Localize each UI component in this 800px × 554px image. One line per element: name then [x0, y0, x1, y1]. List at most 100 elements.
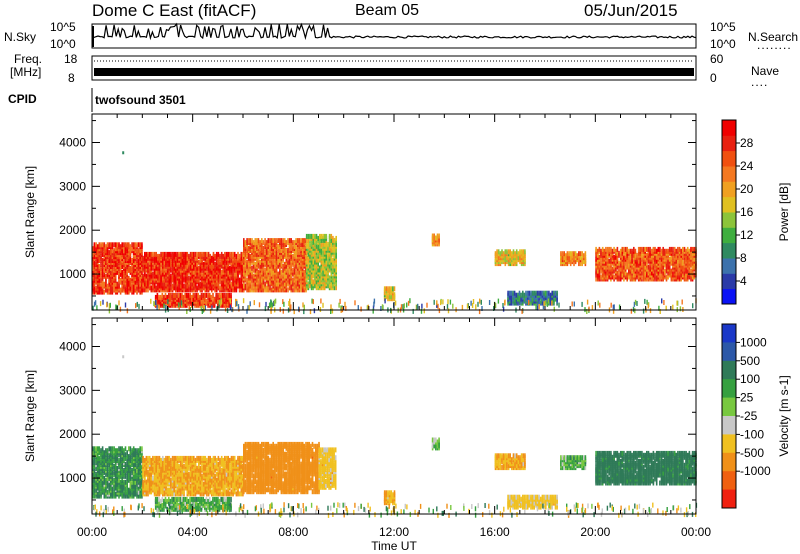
echo-cell	[199, 251, 202, 257]
echo-cell	[147, 261, 149, 267]
echo-cell	[95, 466, 97, 471]
echo-cell	[110, 269, 112, 275]
echo-cell	[631, 248, 633, 254]
nave-top-tick: 60	[710, 52, 724, 66]
echo-cell	[118, 300, 120, 306]
echo-cell	[92, 260, 94, 265]
echo-cell	[196, 285, 198, 291]
echo-cell	[313, 308, 316, 314]
echo-cell	[106, 267, 109, 273]
echo-cell	[154, 294, 157, 300]
echo-cell	[194, 251, 197, 257]
echo-cell	[101, 267, 104, 273]
echo-cell	[597, 300, 599, 306]
echo-cell	[307, 233, 310, 239]
echo-cell	[683, 246, 686, 252]
echo-cell	[373, 301, 375, 307]
echo-cell	[186, 292, 188, 298]
echo-cell	[186, 263, 189, 269]
echo-cell	[129, 265, 132, 271]
echo-cell	[198, 281, 200, 287]
echo-cell	[679, 306, 682, 312]
echo-cell	[96, 460, 99, 466]
echo-cell	[95, 242, 97, 248]
echo-cell	[272, 301, 275, 306]
echo-cell	[569, 255, 572, 261]
echo-cell	[173, 265, 175, 271]
freq-top-tick: 18	[64, 52, 78, 66]
echo-cell	[423, 308, 425, 314]
nsearch-bottom-tick: 10^0	[710, 37, 736, 51]
echo-cell	[134, 246, 137, 252]
echo-cell	[546, 301, 549, 307]
echo-cell	[618, 304, 621, 310]
echo-cell	[95, 246, 97, 252]
echo-cell	[293, 251, 296, 257]
echo-cell	[128, 275, 130, 281]
echo-cell	[637, 250, 640, 256]
echo-cell	[668, 250, 671, 256]
echo-cell	[242, 251, 244, 257]
echo-cell	[254, 281, 257, 287]
echo-cell	[224, 251, 226, 257]
echo-cell	[344, 301, 346, 307]
echo-cell	[565, 253, 567, 259]
echo-cell	[189, 285, 192, 291]
echo-cell	[101, 275, 104, 281]
freq-frame	[91, 55, 697, 81]
echo-cell	[171, 300, 173, 306]
echo-cell	[184, 285, 187, 291]
echo-cell	[690, 276, 692, 282]
echo-cell	[124, 262, 127, 267]
echo-cell	[288, 238, 291, 244]
echo-cell	[96, 244, 99, 250]
echo-cell	[322, 271, 324, 277]
echo-cell	[420, 308, 423, 314]
echo-cell	[652, 264, 655, 270]
echo-cell	[246, 248, 248, 253]
echo-cell	[644, 298, 646, 304]
echo-cell	[178, 305, 180, 311]
echo-cell	[113, 477, 115, 483]
echo-cell	[158, 305, 160, 310]
echo-cell	[137, 262, 140, 267]
echo-cell	[595, 276, 597, 282]
echo-cell	[310, 249, 313, 255]
echo-cell	[301, 259, 304, 265]
echo-cell	[142, 273, 144, 279]
echo-cell	[142, 287, 144, 293]
echo-cell	[303, 304, 305, 310]
echo-cell	[646, 272, 648, 278]
echo-cell	[227, 251, 229, 257]
echo-cell	[225, 263, 228, 269]
echo-cell	[297, 238, 299, 244]
echo-cell	[131, 271, 133, 277]
echo-cell	[467, 303, 469, 309]
echo-cell	[222, 267, 225, 273]
echo-cell	[367, 304, 369, 310]
echo-cell	[126, 285, 128, 291]
echo-cell	[116, 262, 119, 267]
echo-cell	[96, 265, 99, 271]
echo-cell	[675, 274, 678, 280]
echo-cell	[152, 271, 154, 277]
echo-cell	[332, 247, 334, 253]
echo-cell	[233, 265, 236, 271]
echo-cell	[327, 251, 329, 257]
echo-cell	[235, 257, 238, 263]
nave-legend-dots: ....	[751, 75, 769, 89]
echo-cell	[339, 298, 341, 304]
freq-label-1: Freq.	[14, 52, 43, 66]
echo-cell	[207, 292, 209, 298]
echo-cell	[100, 489, 102, 495]
echo-cell	[114, 267, 117, 273]
echo-cell	[238, 253, 241, 259]
echo-cell	[187, 292, 190, 298]
echo-cell	[110, 460, 112, 466]
echo-cell	[547, 298, 550, 304]
echo-cell	[282, 299, 284, 305]
echo-cell	[312, 299, 314, 305]
echo-cell	[325, 259, 328, 265]
echo-cell	[243, 281, 245, 287]
echo-cell	[202, 261, 205, 267]
